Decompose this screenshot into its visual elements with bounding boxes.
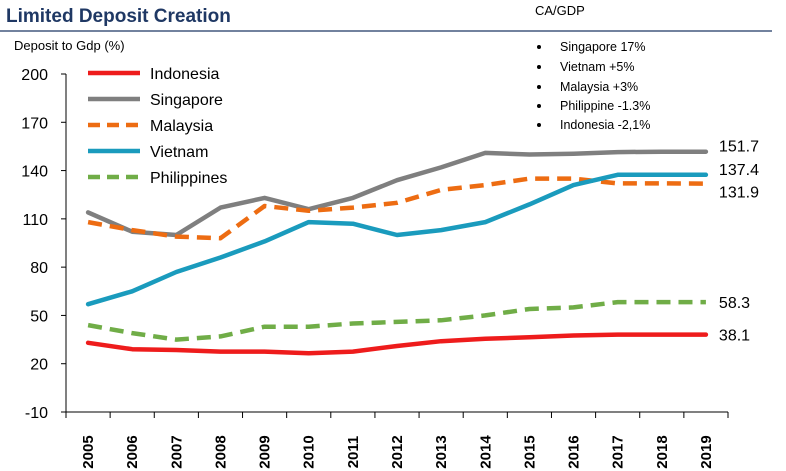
y-tick-label: 170 bbox=[21, 115, 48, 132]
note-item: Malaysia +3% bbox=[560, 80, 638, 94]
y-tick-label: 200 bbox=[21, 67, 48, 84]
end-label-singapore: 151.7 bbox=[719, 139, 759, 156]
y-axis-label: Deposit to Gdp (%) bbox=[14, 38, 125, 53]
legend: Indonesia Singapore Malaysia Vietnam Philipp… bbox=[88, 66, 227, 187]
x-tick-label: 2008 bbox=[212, 435, 229, 468]
y-ticks: -10 20 50 80 110 140 170 200 bbox=[21, 67, 66, 422]
series-line-vietnam bbox=[85, 172, 709, 307]
x-tick-label: 2009 bbox=[257, 435, 274, 468]
note-bullet-icon bbox=[537, 123, 541, 127]
x-tick-label: 2007 bbox=[168, 435, 185, 468]
legend-label-singapore: Singapore bbox=[150, 92, 223, 109]
x-tick-label: 2018 bbox=[654, 435, 671, 468]
x-tick-label: 2006 bbox=[124, 435, 141, 468]
x-ticks: 2005 2006 2007 2008 2009 2010 2011 2012 2013 2014… bbox=[65, 412, 729, 469]
x-tick-label: 2012 bbox=[389, 435, 406, 468]
x-tick-label: 2015 bbox=[521, 435, 538, 468]
legend-label-malaysia: Malaysia bbox=[150, 118, 213, 135]
series-line-indonesia bbox=[85, 332, 709, 356]
note-item: Singapore 17% bbox=[560, 40, 645, 54]
end-label-malaysia: 131.9 bbox=[719, 185, 759, 202]
x-tick-label: 2016 bbox=[566, 435, 583, 468]
end-label-philippines: 58.3 bbox=[719, 295, 750, 312]
x-tick-label: 2019 bbox=[698, 435, 715, 468]
note-bullet-icon bbox=[537, 85, 541, 89]
x-tick-label: 2014 bbox=[477, 435, 494, 469]
ca-gdp-notes: Singapore 17% Vietnam +5% Malaysia +3% P… bbox=[537, 40, 650, 132]
x-tick-label: 2017 bbox=[610, 435, 627, 468]
note-bullet-icon bbox=[537, 45, 541, 49]
legend-label-philippines: Philippines bbox=[150, 170, 227, 187]
x-tick-label: 2005 bbox=[80, 435, 97, 468]
end-labels: 38.1 151.7 131.9 137.4 58.3 bbox=[719, 139, 759, 345]
ca-gdp-header: CA/GDP bbox=[535, 3, 585, 18]
x-tick-label: 2010 bbox=[301, 435, 318, 468]
y-tick-label: 140 bbox=[21, 164, 48, 181]
note-item: Philippine -1.3% bbox=[560, 99, 650, 113]
end-label-vietnam: 137.4 bbox=[719, 162, 759, 179]
series-line-malaysia bbox=[87, 176, 706, 241]
note-item: Vietnam +5% bbox=[560, 60, 634, 74]
x-tick-label: 2013 bbox=[433, 435, 450, 468]
y-tick-label: -10 bbox=[25, 405, 48, 422]
series-group bbox=[85, 149, 709, 356]
y-tick-label: 20 bbox=[30, 357, 48, 374]
y-tick-label: 80 bbox=[30, 260, 48, 277]
axes bbox=[65, 74, 728, 413]
chart-title: Limited Deposit Creation bbox=[6, 6, 231, 27]
note-item: Indonesia -2,1% bbox=[560, 118, 650, 132]
note-bullet-icon bbox=[537, 104, 541, 108]
series-line-singapore bbox=[85, 149, 709, 238]
y-tick-label: 50 bbox=[30, 308, 48, 325]
note-bullet-icon bbox=[537, 65, 541, 69]
legend-label-vietnam: Vietnam bbox=[150, 144, 208, 161]
end-label-indonesia: 38.1 bbox=[719, 328, 750, 345]
series-line-philippines bbox=[87, 299, 706, 342]
x-tick-label: 2011 bbox=[345, 436, 362, 469]
legend-label-indonesia: Indonesia bbox=[150, 66, 219, 83]
y-tick-label: 110 bbox=[22, 212, 48, 229]
